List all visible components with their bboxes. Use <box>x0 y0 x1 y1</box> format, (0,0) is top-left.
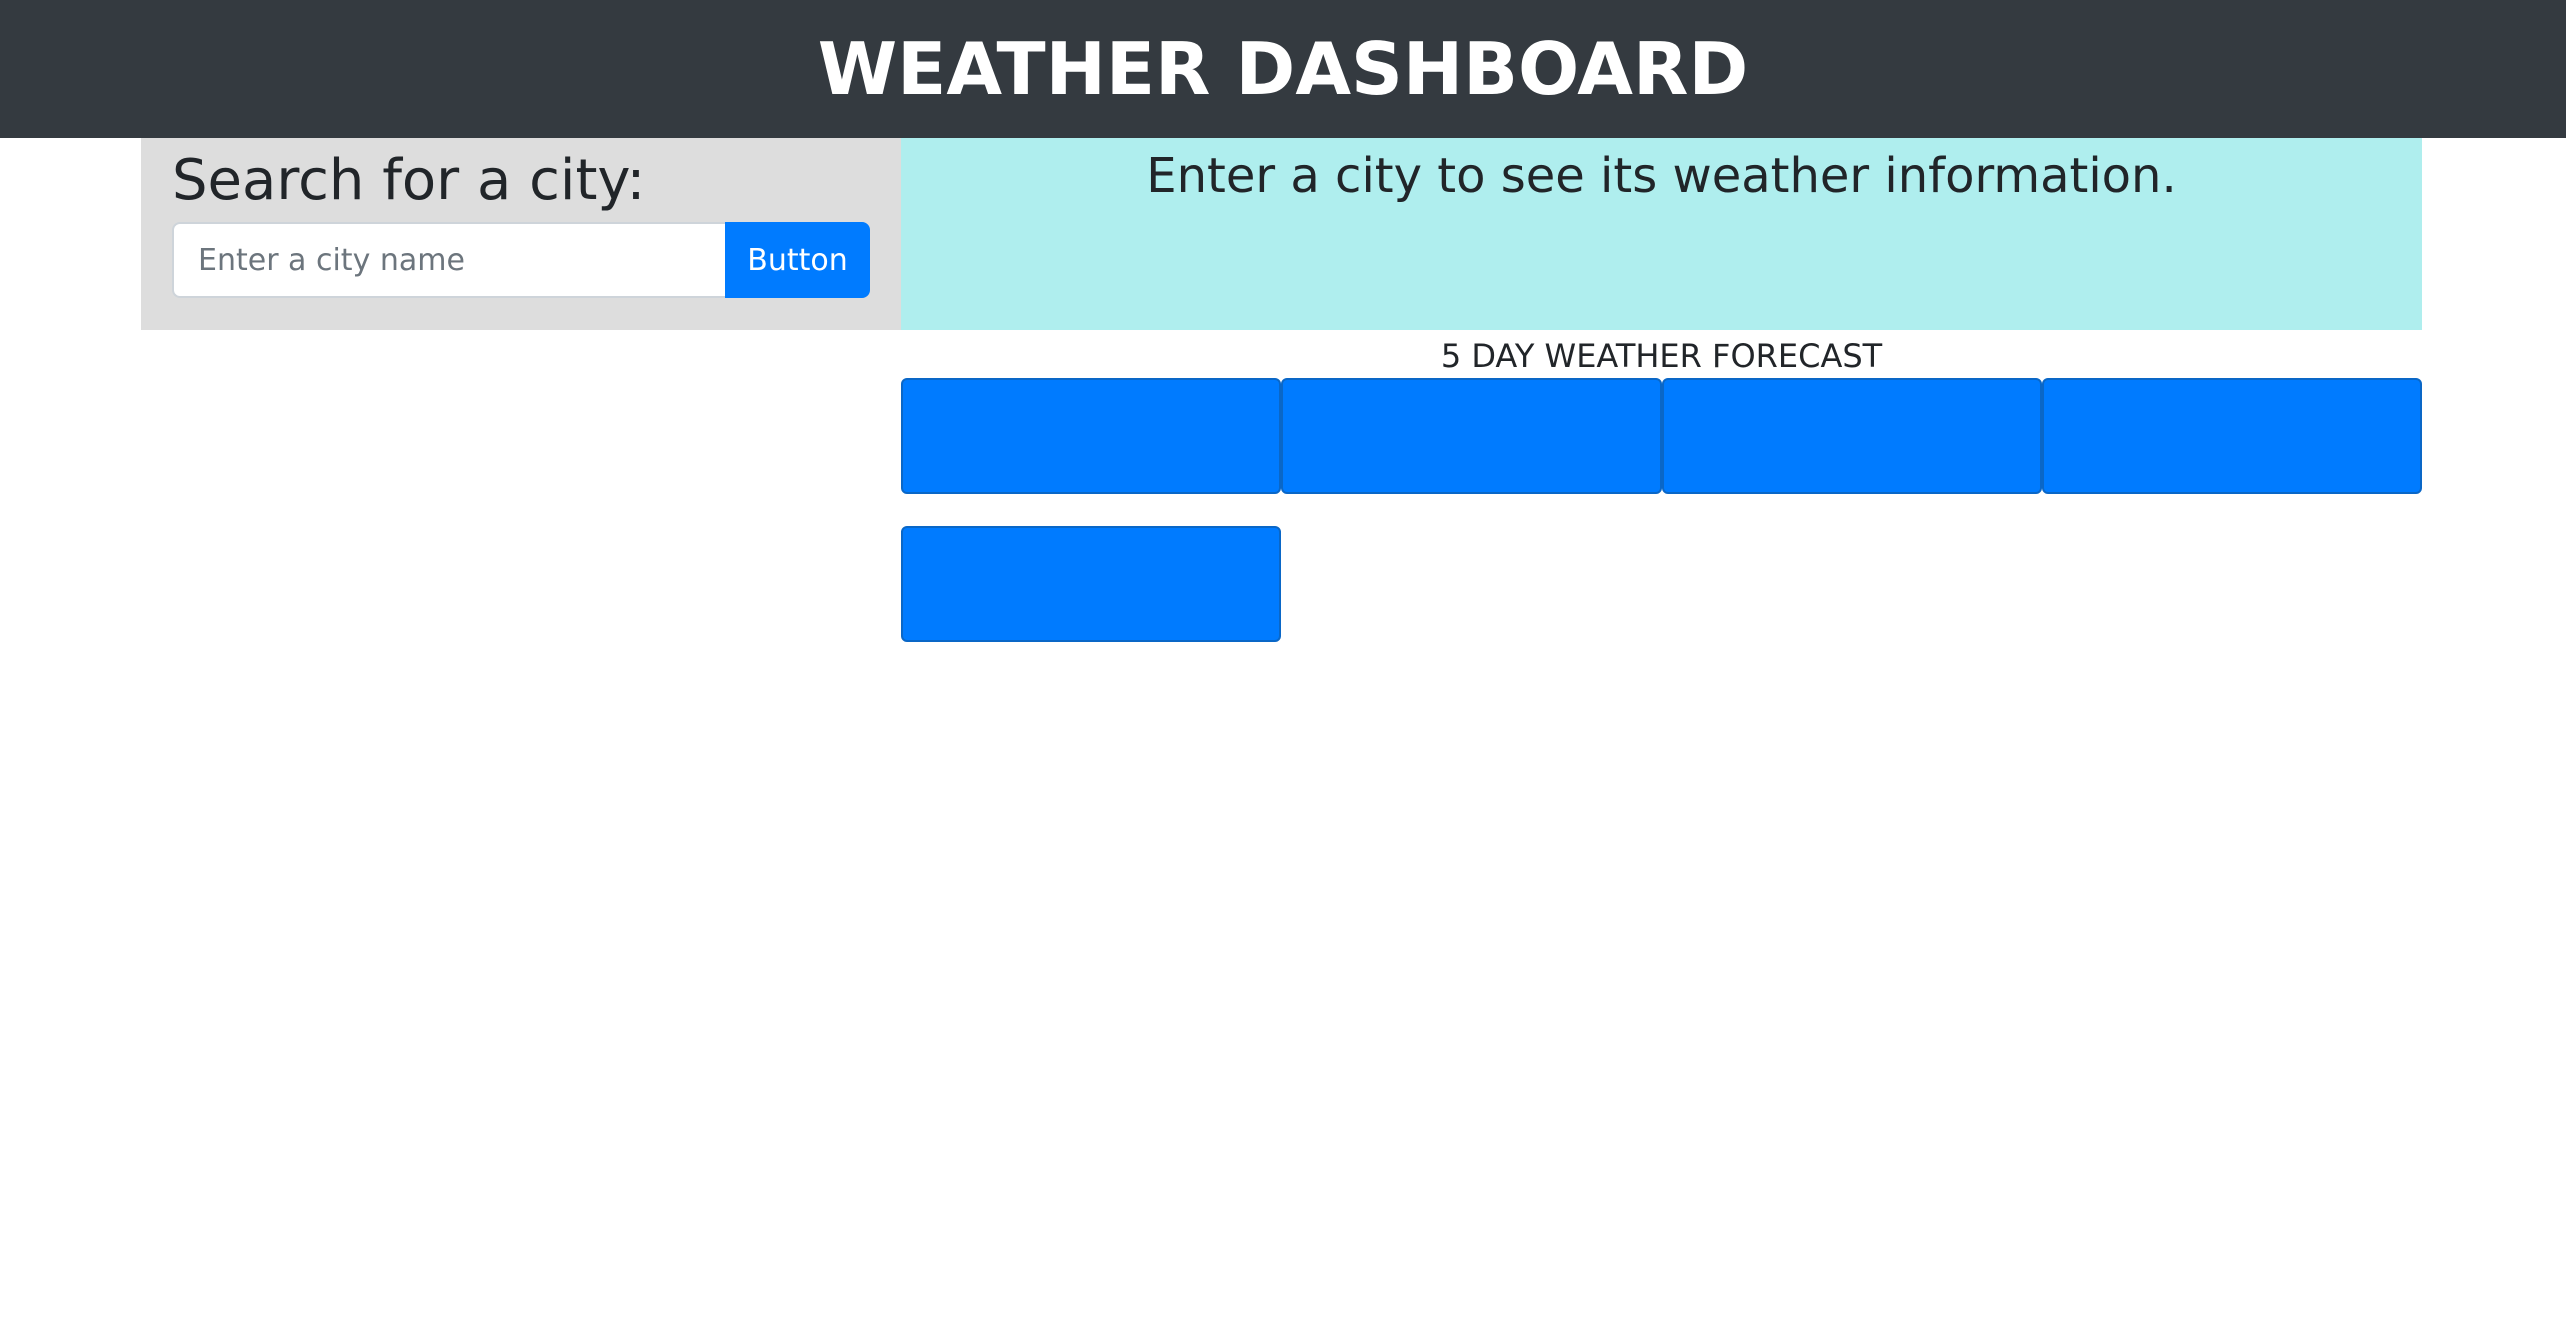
current-weather-message: Enter a city to see its weather informat… <box>1146 148 2177 204</box>
page-title: WEATHER DASHBOARD <box>817 27 1749 111</box>
search-button[interactable]: Button <box>725 222 870 298</box>
forecast-title: 5 DAY WEATHER FORECAST <box>1440 337 1883 375</box>
search-title: Search for a city: <box>172 148 646 213</box>
current-weather-panel: Enter a city to see its weather informat… <box>901 138 2422 330</box>
forecast-card-day-2 <box>1281 378 1662 494</box>
page-header: WEATHER DASHBOARD <box>0 0 2566 138</box>
city-search-input[interactable] <box>172 222 725 298</box>
forecast-card-day-1 <box>901 378 1281 494</box>
search-panel: Search for a city: Button <box>141 138 901 330</box>
search-row: Button <box>172 222 870 298</box>
forecast-card-day-3 <box>1662 378 2042 494</box>
forecast-card-day-5 <box>901 526 1281 642</box>
forecast-card-day-4 <box>2042 378 2422 494</box>
